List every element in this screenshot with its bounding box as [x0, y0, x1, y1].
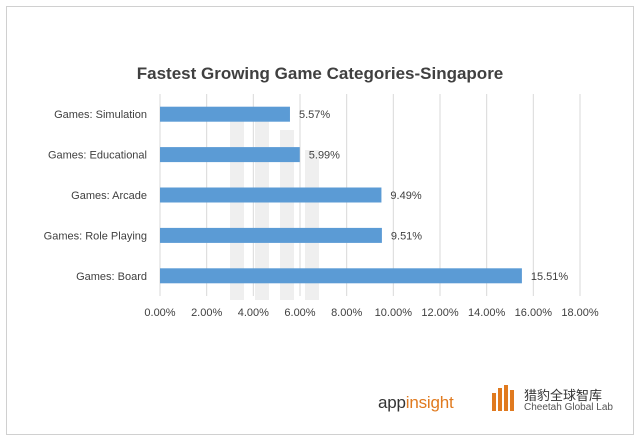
category-label: Games: Role Playing [44, 230, 147, 242]
x-tick-label: 12.00% [421, 307, 459, 319]
data-label: 5.57% [299, 109, 330, 121]
data-label: 5.99% [309, 150, 340, 162]
category-label: Games: Simulation [54, 109, 147, 121]
x-tick-label: 6.00% [284, 307, 315, 319]
appinsight-app-text: app [378, 393, 406, 412]
cheetah-logo-icon [492, 385, 514, 411]
x-tick-label: 14.00% [468, 307, 506, 319]
x-tick-label: 16.00% [515, 307, 553, 319]
data-label: 9.51% [391, 230, 422, 242]
x-tick-label: 18.00% [561, 307, 599, 319]
chart-title: Fastest Growing Game Categories-Singapor… [136, 64, 504, 83]
chart-frame [6, 6, 634, 435]
x-tick-label: 2.00% [191, 307, 222, 319]
cheetah-lab-english: Cheetah Global Lab [524, 402, 613, 413]
category-label: Games: Educational [48, 150, 147, 162]
appinsight-insight-text: insight [405, 393, 454, 412]
bar [160, 268, 522, 284]
category-label: Games: Arcade [71, 190, 147, 202]
bar [160, 106, 290, 122]
data-label: 15.51% [531, 271, 569, 283]
x-tick-label: 4.00% [238, 307, 269, 319]
bar [160, 187, 382, 203]
x-tick-label: 8.00% [331, 307, 362, 319]
x-tick-label: 10.00% [375, 307, 413, 319]
bar [160, 147, 300, 163]
appinsight-logo: appinsight [378, 393, 454, 413]
x-tick-label: 0.00% [144, 307, 175, 319]
cheetah-lab-chinese: 猎豹全球智库 [524, 389, 603, 404]
bar [160, 227, 382, 243]
category-label: Games: Board [76, 271, 147, 283]
data-label: 9.49% [390, 190, 421, 202]
